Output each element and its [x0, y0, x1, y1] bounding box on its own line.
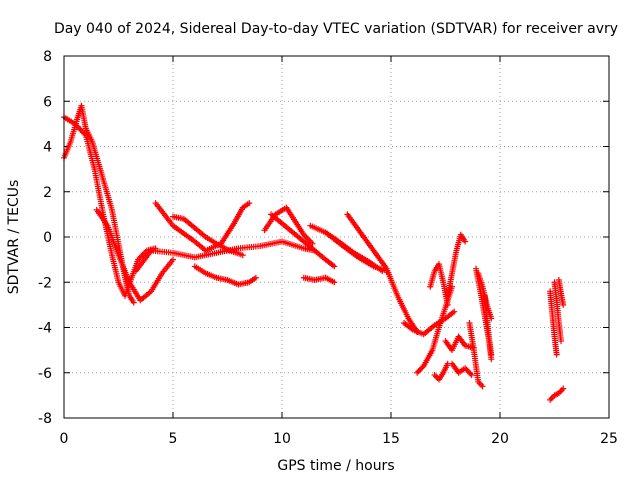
data-point — [560, 385, 567, 392]
data-point — [479, 383, 486, 390]
y-tick-label: -8 — [38, 411, 52, 427]
data-point — [379, 267, 386, 274]
y-tick-label: -4 — [38, 321, 52, 337]
y-tick-label: 0 — [43, 230, 52, 246]
data-point — [463, 366, 470, 373]
series-track-28 — [555, 276, 567, 308]
data-point — [560, 301, 567, 308]
data-point — [415, 368, 422, 375]
data-point — [77, 126, 84, 133]
data-point — [130, 299, 137, 306]
y-tick-label: 8 — [43, 49, 52, 65]
plot-frame — [63, 55, 610, 419]
x-tick-label: 10 — [273, 431, 291, 447]
data-point — [416, 367, 423, 374]
chart-title: Day 040 of 2024, Sidereal Day-to-day VTE… — [54, 21, 618, 37]
data-point — [444, 301, 451, 308]
x-tick-label: 0 — [60, 431, 69, 447]
series-track-8 — [261, 204, 316, 247]
series-track-17 — [431, 360, 451, 383]
data-point — [419, 364, 426, 371]
y-tick-label: 2 — [43, 185, 52, 201]
series-track-26 — [547, 288, 560, 358]
data-point — [466, 369, 473, 376]
y-tick-label: 4 — [43, 140, 52, 156]
data-point — [246, 200, 253, 207]
x-tick-label: 20 — [491, 431, 509, 447]
series-track-18 — [444, 231, 469, 299]
series-track-13 — [344, 211, 421, 336]
points-layer — [61, 102, 567, 403]
series-track-5 — [152, 200, 253, 254]
grid-layer — [64, 56, 609, 418]
data-point — [464, 367, 471, 374]
x-tick-label: 25 — [600, 431, 618, 447]
series-track-16 — [427, 261, 451, 308]
x-axis-label: GPS time / hours — [277, 458, 394, 474]
series-track-3 — [93, 206, 176, 304]
data-point — [462, 238, 469, 245]
data-point — [239, 252, 246, 259]
data-point — [170, 256, 176, 263]
data-point — [468, 372, 475, 379]
series-track-12 — [322, 229, 386, 274]
data-point — [488, 351, 495, 358]
series-track-25 — [547, 385, 567, 403]
y-tick-label: 6 — [43, 94, 52, 110]
label-layer: 0 5 10 15 20 25 -8 -6 -4 -2 0 2 4 6 8 — [38, 49, 618, 447]
series-track-9 — [268, 211, 338, 270]
data-point — [252, 274, 259, 281]
series-track-24 — [481, 292, 495, 358]
y-tick-label: -6 — [38, 366, 52, 382]
data-point — [462, 365, 469, 372]
data-point — [418, 365, 425, 372]
data-point — [451, 308, 458, 315]
data-point — [553, 351, 560, 358]
series-track-6 — [191, 263, 259, 288]
data-point — [467, 370, 474, 377]
series-track-10 — [300, 274, 338, 286]
series-track-19 — [442, 333, 477, 354]
data-point — [558, 338, 565, 345]
y-axis-label: SDTVAR / TECUs — [6, 180, 22, 295]
series-track-7 — [170, 213, 246, 259]
y-tick-label: -2 — [38, 275, 52, 291]
series-track-20 — [449, 360, 475, 379]
data-point — [414, 369, 421, 376]
series-track-21 — [466, 319, 486, 390]
x-tick-label: 5 — [169, 431, 178, 447]
series-track-14 — [401, 308, 458, 338]
data-point — [331, 279, 338, 286]
series-track-15 — [414, 283, 456, 376]
series-track-4 — [132, 238, 318, 274]
data-point — [331, 263, 338, 270]
x-tick-label: 15 — [382, 431, 400, 447]
